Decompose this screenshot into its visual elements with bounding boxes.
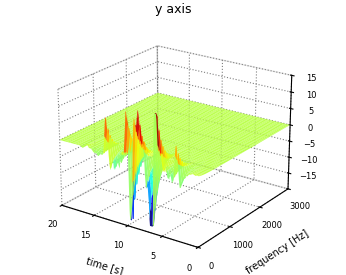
X-axis label: time [s]: time [s] xyxy=(85,256,124,275)
Title: y axis: y axis xyxy=(155,3,191,16)
Y-axis label: frequency [Hz]: frequency [Hz] xyxy=(244,229,310,275)
